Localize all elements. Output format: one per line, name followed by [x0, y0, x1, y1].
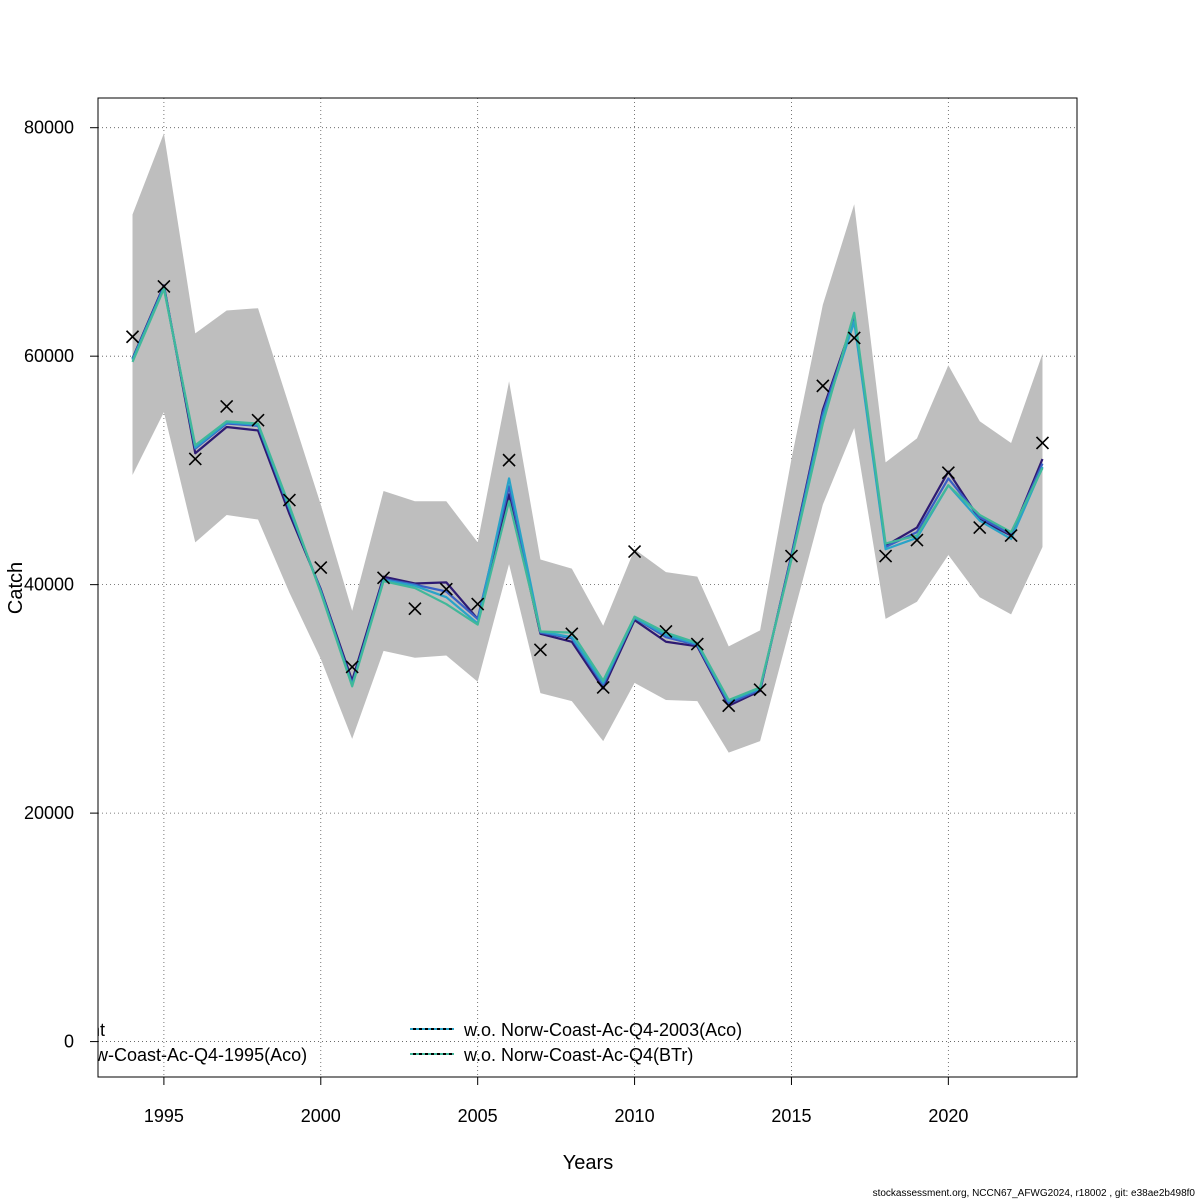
observation-point — [596, 680, 610, 695]
observation-point — [1004, 528, 1018, 543]
observation-mark-stroke — [973, 520, 987, 535]
y-axis-title: Catch — [5, 562, 27, 614]
observation-point — [816, 379, 830, 393]
observation-point — [188, 452, 202, 466]
x-tick-label: 2015 — [771, 1106, 811, 1126]
observation-mark-stroke — [125, 330, 140, 344]
observation-point — [376, 571, 391, 585]
observation-mark-stroke — [941, 466, 955, 480]
x-tick-label: 1995 — [144, 1106, 184, 1126]
x-tick-label: 2020 — [928, 1106, 968, 1126]
observation-point — [973, 520, 987, 535]
confidence-band-layer — [132, 133, 1043, 753]
observation-mark-stroke — [376, 571, 391, 585]
observation-point — [251, 413, 265, 427]
y-tick-label: 20000 — [24, 803, 74, 823]
observation-mark-stroke — [282, 493, 296, 507]
observation-mark-stroke — [596, 680, 610, 695]
x-tick-label: 2000 — [301, 1106, 341, 1126]
series-line-4 — [131, 287, 1044, 702]
observation-mark-stroke — [565, 627, 579, 641]
observation-point — [847, 331, 861, 345]
legend: urrent o. Norw-Coast-Ac-Q4-1995(Aco) w.o… — [46, 1020, 742, 1065]
observation-point — [533, 643, 547, 657]
observation-mark-stroke — [408, 602, 422, 616]
legend-item-1995: o. Norw-Coast-Ac-Q4-1995(Aco) — [46, 1045, 307, 1065]
observation-point — [1035, 436, 1050, 450]
observation-point — [471, 597, 485, 611]
observation-mark-stroke — [471, 597, 485, 611]
grid-lines — [98, 98, 1077, 1077]
observation-mark-stroke — [157, 279, 171, 294]
observation-mark-stroke — [345, 660, 359, 674]
observation-point — [157, 279, 171, 294]
legend-item-2003: w.o. Norw-Coast-Ac-Q4-2003(Aco) — [463, 1020, 742, 1040]
observation-mark-stroke — [251, 413, 265, 427]
legend-item-btr: w.o. Norw-Coast-Ac-Q4(BTr) — [463, 1045, 693, 1065]
observation-point — [753, 683, 767, 697]
observation-point — [722, 699, 736, 713]
plot-frame — [97, 97, 1078, 1078]
observation-point — [502, 453, 516, 467]
observation-point — [628, 544, 642, 559]
observation-mark-stroke — [847, 331, 861, 345]
observation-point — [125, 330, 140, 344]
observation-mark-stroke — [1004, 528, 1018, 543]
observation-point — [314, 560, 328, 575]
y-axis: 0 20000 40000 60000 80000 — [24, 118, 98, 1052]
observation-mark-stroke — [659, 624, 673, 639]
observation-mark-stroke — [502, 453, 516, 467]
observation-mark-stroke — [722, 699, 736, 713]
observation-mark-stroke — [784, 549, 799, 563]
observation-mark-stroke — [879, 549, 893, 563]
observation-point — [220, 399, 234, 414]
observation-mark-stroke — [439, 582, 453, 596]
footer-note: stockassessment.org, NCCN67_AFWG2024, r1… — [873, 1188, 1196, 1199]
observation-mark-stroke — [1035, 436, 1050, 450]
observation-mark-stroke — [690, 637, 704, 651]
y-tick-label: 60000 — [24, 346, 74, 366]
observation-point — [784, 549, 799, 563]
observation-point — [282, 493, 296, 507]
legend-item-current: urrent — [58, 1020, 105, 1040]
x-axis: 1995 2000 2005 2010 2015 2020 — [144, 1077, 968, 1126]
observation-mark-stroke — [816, 379, 830, 393]
y-tick-label: 40000 — [24, 575, 74, 595]
observation-mark-stroke — [188, 452, 202, 466]
observation-point — [879, 549, 893, 563]
observation-point — [659, 624, 673, 639]
observation-point — [690, 637, 704, 651]
observation-mark-stroke — [628, 544, 642, 559]
observation-mark-stroke — [753, 683, 767, 697]
observation-point — [408, 602, 422, 616]
observation-point — [345, 660, 359, 674]
observation-mark-stroke — [220, 399, 234, 414]
observation-point — [565, 627, 579, 641]
observation-mark-stroke — [533, 643, 547, 657]
observation-point — [941, 466, 955, 480]
observation-point — [910, 533, 924, 547]
observation-mark-stroke — [910, 533, 924, 547]
observation-point — [439, 582, 453, 596]
x-axis-title: Years — [563, 1152, 613, 1174]
confidence-band — [132, 133, 1043, 753]
observation-mark-stroke — [314, 560, 328, 575]
x-tick-label: 2005 — [458, 1106, 498, 1126]
y-tick-label: 80000 — [24, 118, 74, 138]
y-tick-label: 0 — [64, 1032, 74, 1052]
observations-layer — [125, 279, 1050, 713]
x-tick-label: 2010 — [615, 1106, 655, 1126]
